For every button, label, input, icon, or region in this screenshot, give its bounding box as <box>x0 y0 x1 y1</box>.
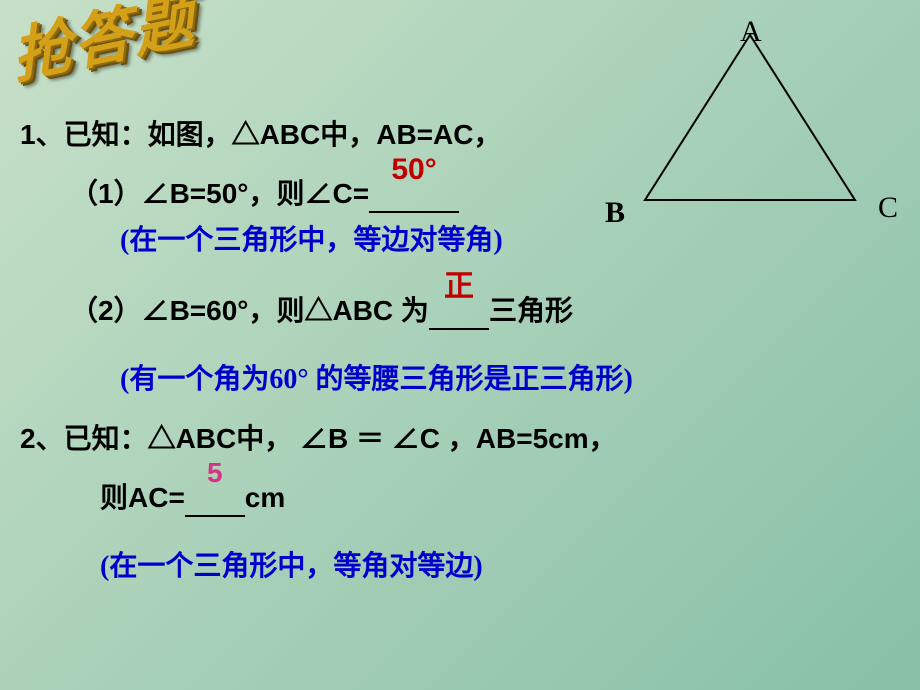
q2-answer: 5 <box>185 459 245 487</box>
q1-part2-post: 三角形 <box>489 295 573 326</box>
q1-part2-pre: （2）∠B=60°，则△ABC 为 <box>70 295 429 326</box>
q1-part1-blank: 50° <box>369 183 459 213</box>
q1-part1: （1）∠B=50°，则∠C=50° <box>70 174 900 213</box>
q2-line2: 则AC=5 cm <box>100 478 900 517</box>
label-vertex-a: A <box>740 15 762 49</box>
quiz-title-3d: 抢答题 <box>7 0 200 96</box>
q1-part2: （2）∠B=60°，则△ABC 为正 三角形 <box>70 291 900 330</box>
q1-part2-blank: 正 <box>429 300 489 330</box>
q1-part1-answer: 50° <box>369 155 459 185</box>
q2-stem: 2、已知：△ABC中， ∠B ＝ ∠C ，AB=5cm， <box>20 419 900 458</box>
q1-part1-note: (在一个三角形中，等边对等角) <box>120 221 900 260</box>
q1-part1-pre: （1）∠B=50°，则∠C= <box>70 178 369 209</box>
content-area: 1、已知：如图，△ABC中，AB=AC， （1）∠B=50°，则∠C=50° (… <box>20 115 900 595</box>
q1-part2-note: (有一个角为60° 的等腰三角形是正三角形) <box>120 360 900 399</box>
q2-blank: 5 <box>185 487 245 517</box>
q2-line2-pre: 则AC= <box>100 482 185 513</box>
q1-stem: 1、已知：如图，△ABC中，AB=AC， <box>20 115 900 154</box>
q2-line2-post: cm <box>245 482 285 513</box>
q1-part2-answer: 正 <box>429 272 489 302</box>
q2-note: (在一个三角形中，等角对等边) <box>100 547 900 586</box>
